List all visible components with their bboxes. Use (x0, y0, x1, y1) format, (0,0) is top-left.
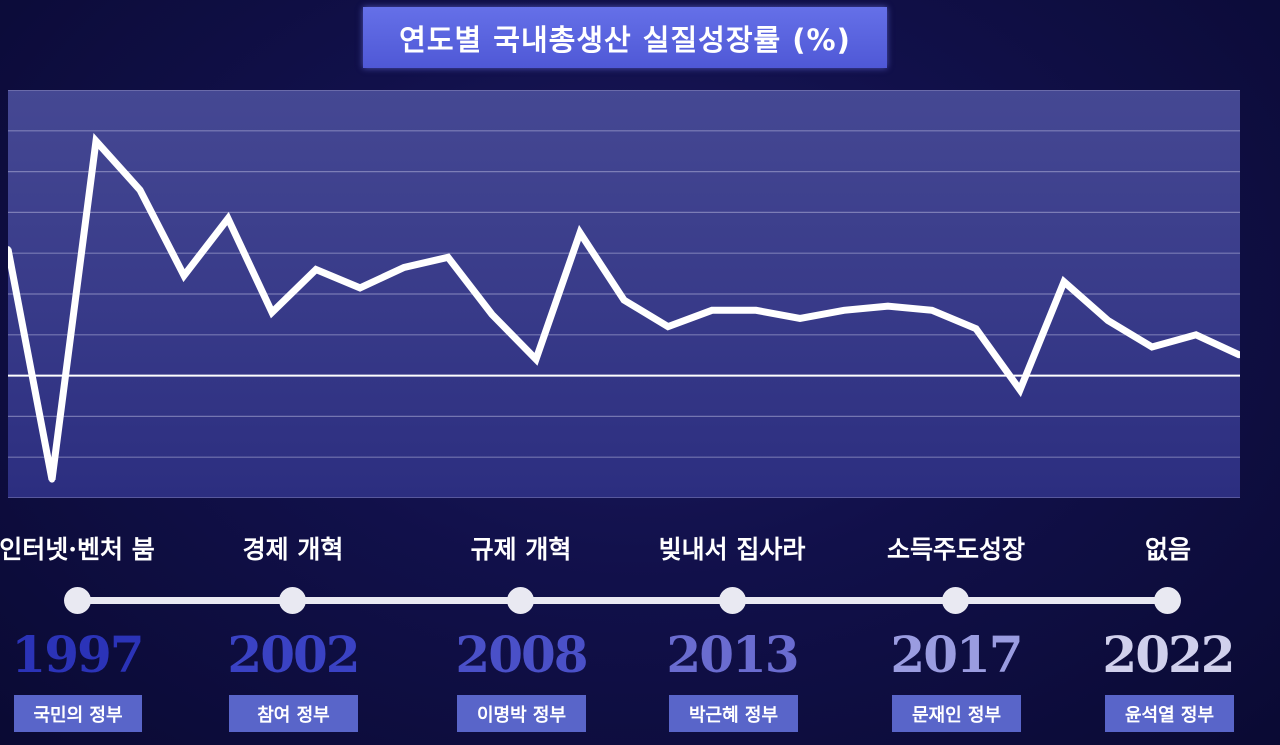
year-label-2022: 2022 (1102, 625, 1235, 684)
data-point-2008 (489, 311, 495, 318)
timeline-dot-2002 (279, 587, 306, 614)
data-point-2005 (357, 284, 363, 291)
data-point-2003 (269, 309, 275, 316)
data-point-2001 (181, 272, 187, 279)
data-point-2011 (621, 297, 627, 304)
timeline-dot-1997 (64, 587, 91, 614)
gov-badge-2017: 문재인 정부 (892, 695, 1021, 732)
data-point-2006 (401, 264, 407, 271)
data-point-2013 (709, 307, 715, 314)
data-point-2007 (445, 254, 451, 261)
data-point-2020 (1017, 386, 1023, 393)
year-label-2017: 2017 (890, 625, 1023, 684)
timeline-dot-2013 (719, 587, 746, 614)
chart-title: 연도별 국내총생산 실질성장률 (%) (363, 7, 887, 68)
gov-badge-2022: 윤석열 정부 (1105, 695, 1234, 732)
data-point-2010 (577, 229, 583, 236)
timeline-dot-2008 (507, 587, 534, 614)
data-point-2019 (973, 325, 979, 332)
timeline-track (77, 597, 1168, 604)
data-point-2009 (533, 356, 539, 363)
gov-badge-2008: 이명박 정부 (457, 695, 586, 732)
data-point-2022 (1105, 317, 1111, 324)
data-point-1997 (8, 246, 11, 253)
era-slogan-2002: 경제 개혁 (242, 535, 344, 564)
data-point-2021 (1061, 278, 1067, 285)
timeline-dot-2017 (942, 587, 969, 614)
data-point-2004 (313, 266, 319, 273)
data-point-2024 (1193, 331, 1199, 338)
data-point-2018 (929, 307, 935, 314)
data-point-2017 (885, 303, 891, 310)
year-label-2002: 2002 (227, 625, 360, 684)
timeline-dot-2022 (1154, 587, 1181, 614)
year-label-2008: 2008 (455, 625, 588, 684)
chart-area (8, 90, 1240, 498)
data-point-2023 (1149, 344, 1155, 351)
era-slogan-1997: 인터넷·벤처 붐 (0, 535, 155, 564)
era-slogan-2013: 빚내서 집사라 (658, 535, 806, 564)
gov-badge-2002: 참여 정부 (229, 695, 358, 732)
era-slogan-2017: 소득주도성장 (886, 535, 1025, 564)
data-point-2015 (797, 315, 803, 322)
data-point-1998 (49, 476, 55, 483)
era-slogan-2008: 규제 개혁 (470, 535, 572, 564)
data-point-2000 (137, 186, 143, 193)
data-point-2014 (753, 307, 759, 314)
data-point-2002 (225, 215, 231, 222)
data-point-1999 (93, 138, 99, 144)
data-point-2025 (1237, 352, 1240, 359)
growth-line-chart (8, 90, 1240, 498)
era-slogan-2022: 없음 (1144, 535, 1191, 564)
data-point-2016 (841, 307, 847, 314)
gov-badge-2013: 박근혜 정부 (669, 695, 798, 732)
year-label-1997: 1997 (11, 625, 144, 684)
year-label-2013: 2013 (666, 625, 799, 684)
gov-badge-1997: 국민의 정부 (14, 695, 142, 732)
data-point-2012 (665, 323, 671, 330)
